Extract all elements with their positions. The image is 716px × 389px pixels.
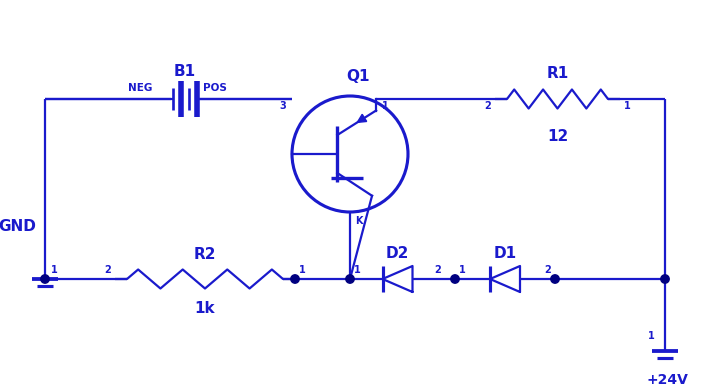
Text: 2: 2 (484, 101, 491, 111)
Text: GND: GND (0, 219, 36, 234)
Text: K: K (355, 216, 362, 226)
Text: 2: 2 (105, 265, 111, 275)
Text: D1: D1 (493, 246, 516, 261)
Text: 12: 12 (547, 129, 568, 144)
Text: 1: 1 (51, 265, 58, 275)
Text: NEG: NEG (127, 83, 152, 93)
Text: B1: B1 (174, 64, 196, 79)
Text: R1: R1 (546, 66, 569, 81)
Circle shape (551, 275, 559, 283)
Polygon shape (357, 114, 367, 123)
Circle shape (346, 275, 354, 283)
Text: Q1: Q1 (347, 69, 369, 84)
Text: 2: 2 (434, 265, 441, 275)
Circle shape (661, 275, 669, 283)
Text: R2: R2 (194, 247, 216, 262)
Text: 1: 1 (354, 265, 361, 275)
Circle shape (291, 275, 299, 283)
Text: POS: POS (203, 83, 227, 93)
Text: 1: 1 (299, 265, 306, 275)
Text: 3: 3 (279, 101, 286, 111)
Text: 1: 1 (382, 101, 389, 111)
Text: 1k: 1k (195, 301, 216, 316)
Text: 1: 1 (459, 265, 465, 275)
Text: D2: D2 (386, 246, 409, 261)
Circle shape (451, 275, 459, 283)
Text: +24V: +24V (646, 373, 688, 387)
Text: 2: 2 (544, 265, 551, 275)
Circle shape (41, 275, 49, 283)
Text: 1: 1 (624, 101, 631, 111)
Text: 1: 1 (648, 331, 655, 341)
